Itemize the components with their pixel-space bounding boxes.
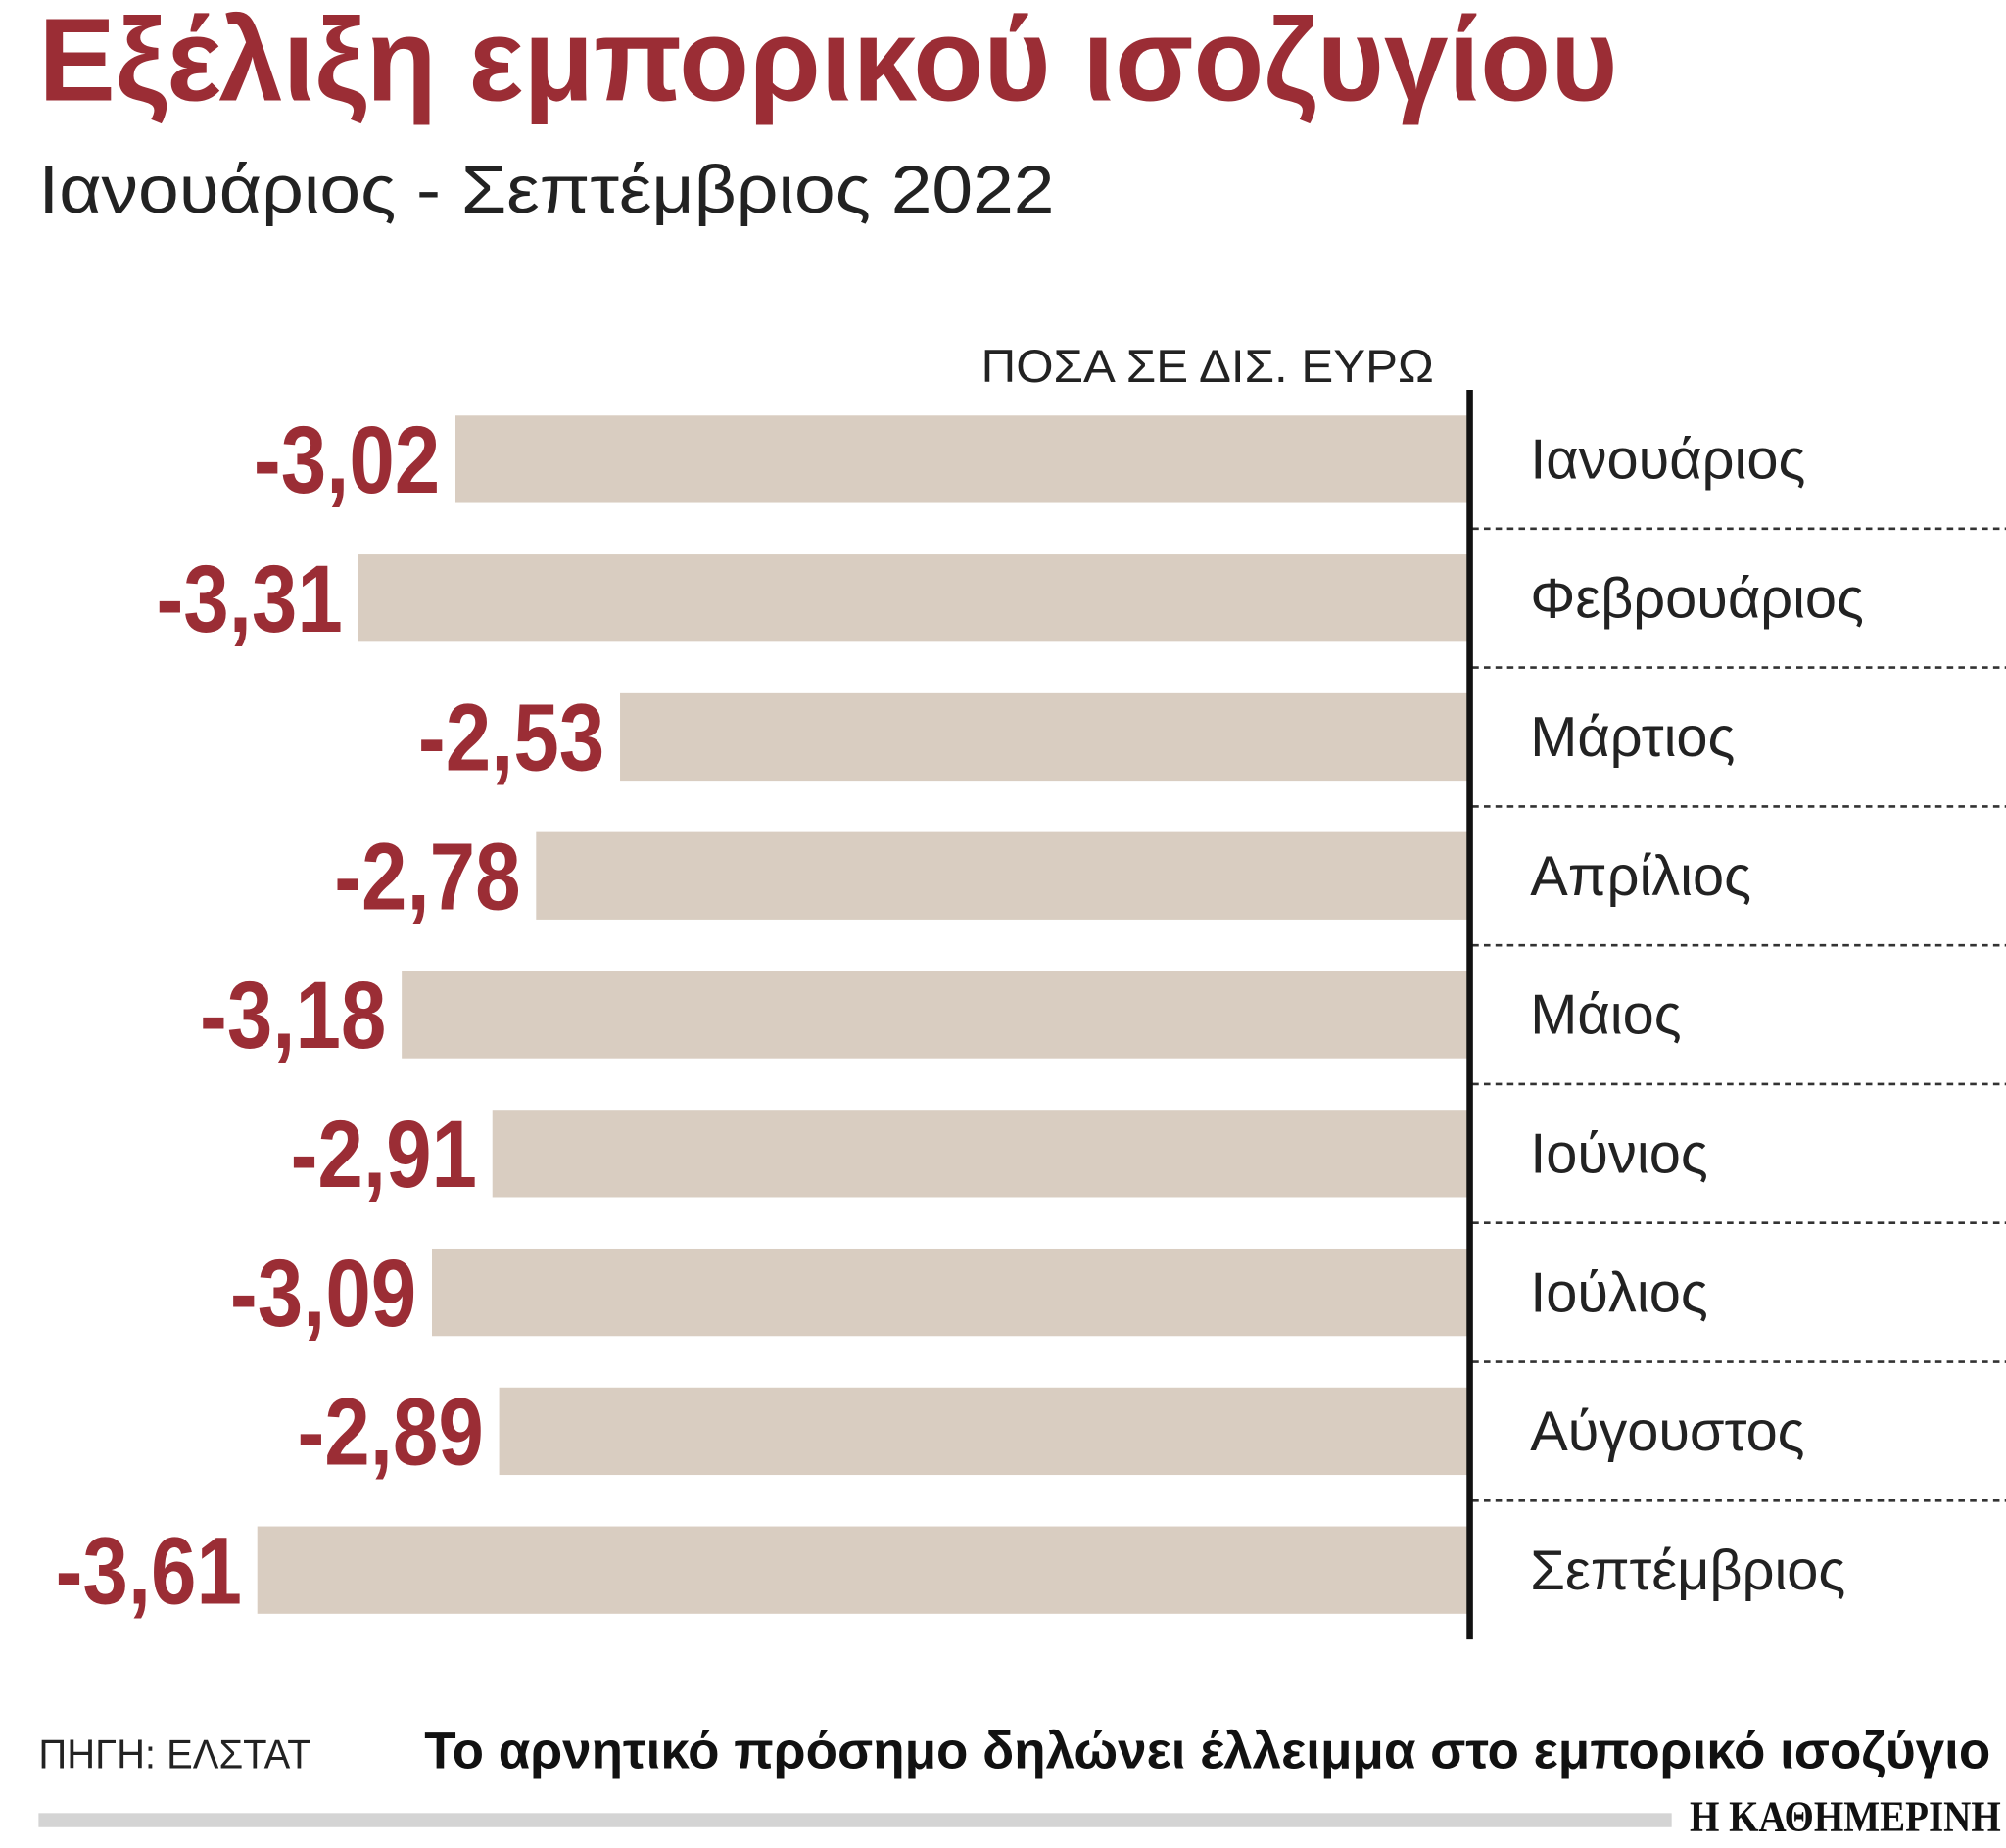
bar xyxy=(620,692,1470,782)
value-label: -2,89 xyxy=(297,1379,483,1486)
bar xyxy=(455,415,1470,503)
category-label: Αύγουστος xyxy=(1530,1400,1804,1463)
category-label: Σεπτέμβριος xyxy=(1530,1540,1845,1602)
value-label: -3,02 xyxy=(254,406,440,513)
unit-label: ΠΟΣΑ ΣΕ ΔΙΣ. ΕΥΡΩ xyxy=(981,341,1434,393)
value-label: -3,31 xyxy=(156,545,342,652)
value-label: -3,61 xyxy=(56,1517,242,1624)
publisher: Η ΚΑΘΗΜΕΡΙΝΗ xyxy=(1690,1792,2001,1841)
category-label: Ιούλιος xyxy=(1530,1261,1707,1324)
category-label: Απρίλιος xyxy=(1530,845,1751,908)
source: ΠΗΓΗ: ΕΛΣΤΑΤ xyxy=(38,1730,310,1777)
footer-bar xyxy=(38,1813,1672,1827)
bar xyxy=(257,1526,1470,1614)
value-label: -3,09 xyxy=(230,1240,416,1347)
chart-title: Εξέλιξη εμπορικού ισοζυγίου xyxy=(38,0,1617,126)
category-label: Μάιος xyxy=(1530,984,1681,1047)
value-label: -2,91 xyxy=(291,1101,477,1208)
bar xyxy=(536,831,1470,920)
chart-subtitle: Ιανουάριος - Σεπτέμβριος 2022 xyxy=(38,153,1054,227)
bar xyxy=(499,1387,1470,1476)
note: Το αρνητικό πρόσημο δηλώνει έλλειμμα στο… xyxy=(424,1722,1990,1779)
category-label: Μάρτιος xyxy=(1530,706,1735,769)
value-label: -2,53 xyxy=(418,685,604,791)
bar xyxy=(402,971,1470,1059)
bar xyxy=(432,1248,1470,1337)
bar xyxy=(358,554,1470,642)
bar xyxy=(492,1110,1470,1198)
category-label: Ιούνιος xyxy=(1530,1123,1707,1186)
value-label: -3,18 xyxy=(200,962,386,1068)
category-label: Ιανουάριος xyxy=(1530,429,1805,492)
value-label: -2,78 xyxy=(334,823,520,929)
category-label: Φεβρουάριος xyxy=(1530,567,1864,630)
